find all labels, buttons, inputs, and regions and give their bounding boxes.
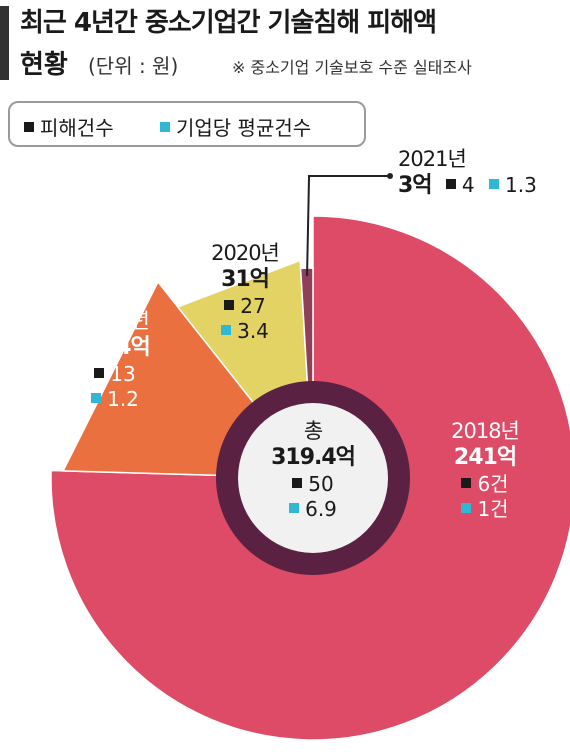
cases-label-2020: 27	[240, 293, 266, 318]
center-disc	[238, 403, 388, 553]
legend: 피해건수 기업당 평균건수	[8, 101, 366, 147]
year-label-2021: 2021년	[398, 147, 467, 171]
total-cases: 50	[308, 471, 334, 496]
black-square-icon	[292, 477, 303, 488]
black-square-icon	[24, 122, 34, 132]
year-label-2018: 2018년	[451, 419, 520, 443]
amount-label-2018: 241억	[453, 445, 517, 471]
cyan-square-icon	[221, 324, 232, 335]
slice-label-2021: 2021년 3억 4 1.3	[398, 146, 558, 200]
black-square-icon	[445, 179, 456, 190]
total-title: 총	[303, 419, 323, 443]
amount-label-2021: 3억	[398, 173, 433, 199]
black-square-icon	[94, 367, 105, 378]
legend-item-avg: 기업당 평균건수	[160, 112, 311, 141]
unit-note: (단위 : 원)	[88, 54, 179, 78]
chart-title: 최근 4년간 중소기업간 기술침해 피해액	[20, 8, 437, 38]
total-amount: 319.4억	[271, 445, 356, 471]
leader-dot-2021	[387, 173, 393, 179]
avg-label-2018: 1건	[477, 496, 509, 521]
cyan-square-icon	[489, 179, 500, 190]
cyan-square-icon	[91, 392, 102, 403]
legend-item-cases: 피해건수	[24, 112, 114, 141]
total-avg: 6.9	[305, 496, 337, 521]
chart-title-line2: 현황	[20, 50, 68, 80]
total-label: 총 319.4억 50 6.9	[253, 418, 373, 522]
cyan-square-icon	[461, 502, 472, 513]
cases-label-2019: 13	[110, 361, 136, 386]
legend-avg-label: 기업당 평균건수	[176, 116, 312, 140]
black-square-icon	[224, 299, 235, 310]
cases-label-2018: 6건	[477, 471, 509, 496]
title-accent-bar	[0, 6, 9, 80]
avg-label-2020: 3.4	[237, 318, 269, 343]
avg-label-2019: 1.2	[107, 386, 139, 411]
slice-label-2018: 2018년 241억 6건 1건	[420, 418, 550, 522]
source-note: ※ 중소기업 기술보호 수준 실태조사	[232, 58, 472, 77]
slice-label-2019: 2019년 44.4억 13 1.2	[55, 308, 175, 412]
cases-label-2021: 4	[461, 173, 475, 198]
leader-line-2021	[306, 175, 388, 277]
black-square-icon	[461, 477, 472, 488]
amount-label-2019: 44.4억	[80, 335, 151, 361]
year-label-2019: 2019년	[81, 309, 150, 333]
year-label-2020: 2020년	[211, 241, 280, 265]
avg-label-2021: 1.3	[505, 173, 537, 198]
cyan-square-icon	[289, 502, 300, 513]
cyan-square-icon	[160, 122, 170, 132]
amount-label-2020: 31억	[221, 267, 270, 293]
legend-cases-label: 피해건수	[40, 116, 114, 140]
slice-label-2020: 2020년 31억 27 3.4	[190, 240, 300, 344]
